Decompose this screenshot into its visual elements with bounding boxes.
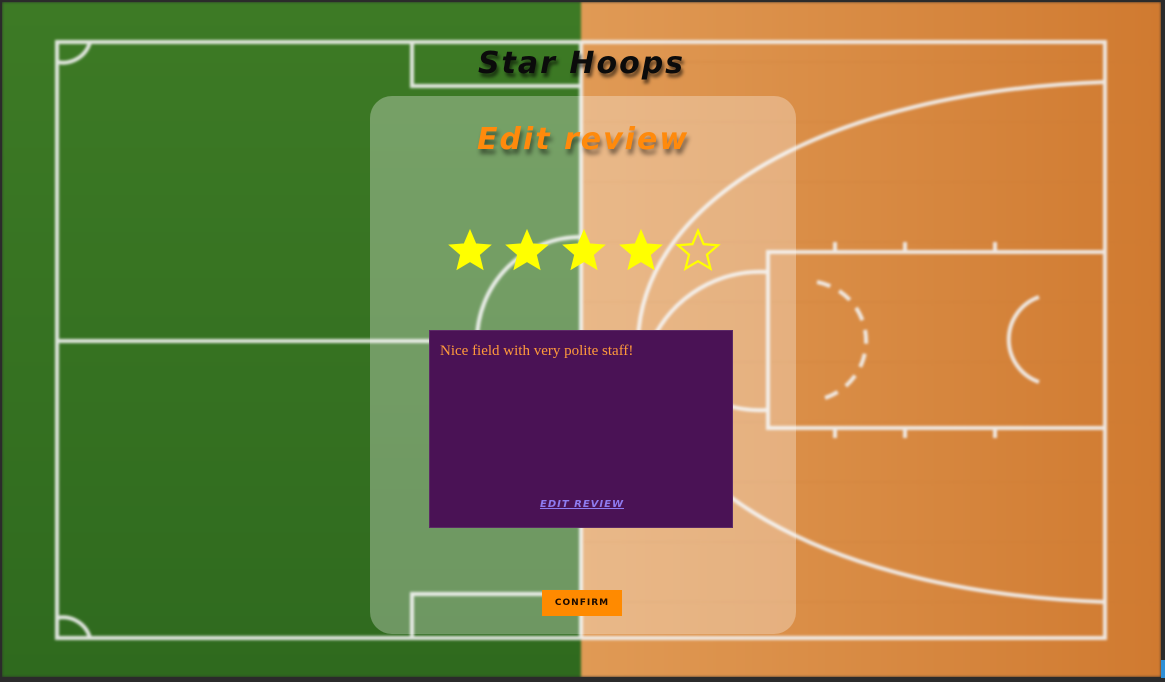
star-1-icon[interactable] <box>447 228 493 274</box>
star-3-icon[interactable] <box>561 228 607 274</box>
edit-review-panel: Edit review Nice field with very polite … <box>370 96 796 634</box>
star-4-icon[interactable] <box>618 228 664 274</box>
star-rating <box>447 228 721 276</box>
review-text-area[interactable]: Nice field with very polite staff! EDIT … <box>429 330 733 528</box>
app-title: Star Hoops <box>477 46 686 81</box>
scroll-indicator <box>1161 660 1165 678</box>
review-text: Nice field with very polite staff! <box>440 343 634 359</box>
star-2-icon[interactable] <box>504 228 550 274</box>
star-5-icon[interactable] <box>675 228 721 274</box>
panel-heading: Edit review <box>476 122 690 157</box>
edit-review-link[interactable]: EDIT REVIEW <box>539 499 624 510</box>
confirm-button[interactable]: CONFIRM <box>542 590 622 616</box>
